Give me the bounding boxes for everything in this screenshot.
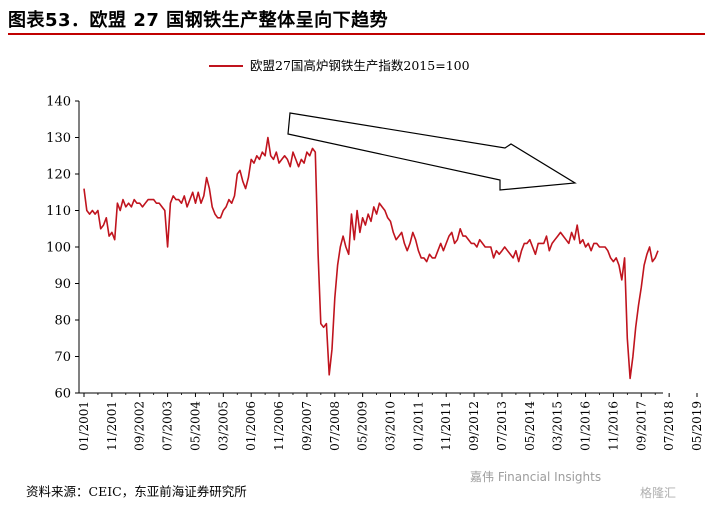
y-tick-label: 100 (46, 241, 71, 256)
title-rule (8, 33, 705, 35)
x-tick-label: 05/2019 (690, 401, 704, 451)
y-tick-label: 110 (46, 204, 71, 219)
x-tick-label: 11/2001 (105, 401, 119, 451)
x-tick-label: 03/2015 (551, 401, 565, 451)
y-axis-ticks: 60 70 80 90 100 110 120 130 140 (46, 95, 79, 402)
y-tick-label: 130 (46, 131, 71, 146)
x-tick-label: 01/2001 (77, 401, 91, 451)
x-tick-label: 07/2013 (495, 401, 509, 451)
figure-title: 图表53．欧盟 27 国钢铁生产整体呈向下趋势 (8, 10, 389, 31)
y-tick-label: 120 (46, 168, 71, 183)
x-tick-label: 07/2018 (662, 401, 676, 451)
x-tick-label: 11/2006 (272, 401, 286, 451)
y-tick-label: 70 (54, 350, 71, 365)
series-line (83, 136, 659, 380)
watermark-text: 嘉伟 Financial Insights (470, 470, 602, 484)
x-tick-label: 01/2011 (411, 401, 425, 451)
x-tick-label: 09/2012 (467, 401, 481, 451)
y-tick-label: 80 (54, 314, 71, 329)
x-tick-label: 11/2011 (439, 401, 453, 451)
x-axis-ticks: 01/2001 11/2001 09/2002 07/2003 05/2004 03/20… (77, 393, 704, 451)
x-tick-label: 07/2003 (161, 401, 175, 451)
legend: 欧盟27国高炉钢铁生产指数2015=100 (209, 58, 470, 73)
watermark-logo-text: 格隆汇 (640, 486, 677, 500)
legend-label: 欧盟27国高炉钢铁生产指数2015=100 (250, 58, 470, 73)
x-tick-label: 07/2008 (328, 401, 342, 451)
x-tick-label: 09/2002 (133, 401, 147, 451)
x-tick-label: 09/2007 (300, 401, 314, 451)
x-tick-label: 01/2016 (579, 401, 593, 451)
x-tick-label: 11/2016 (606, 401, 620, 451)
x-tick-label: 05/2014 (523, 401, 537, 451)
series-layer (83, 136, 659, 380)
source-note: 资料来源：CEIC，东亚前海证券研究所 (26, 484, 247, 499)
y-tick-label: 140 (46, 95, 71, 110)
x-tick-label: 05/2004 (188, 401, 202, 451)
x-tick-label: 03/2010 (384, 401, 398, 451)
y-tick-label: 60 (54, 387, 71, 402)
trend-arrow-shape (287, 112, 577, 191)
y-tick-label: 90 (54, 277, 71, 292)
x-tick-label: 09/2017 (634, 401, 648, 451)
x-tick-label: 05/2009 (356, 401, 370, 451)
x-tick-label: 01/2006 (244, 401, 258, 451)
x-tick-label: 03/2005 (216, 401, 230, 451)
trend-arrow (287, 112, 577, 191)
